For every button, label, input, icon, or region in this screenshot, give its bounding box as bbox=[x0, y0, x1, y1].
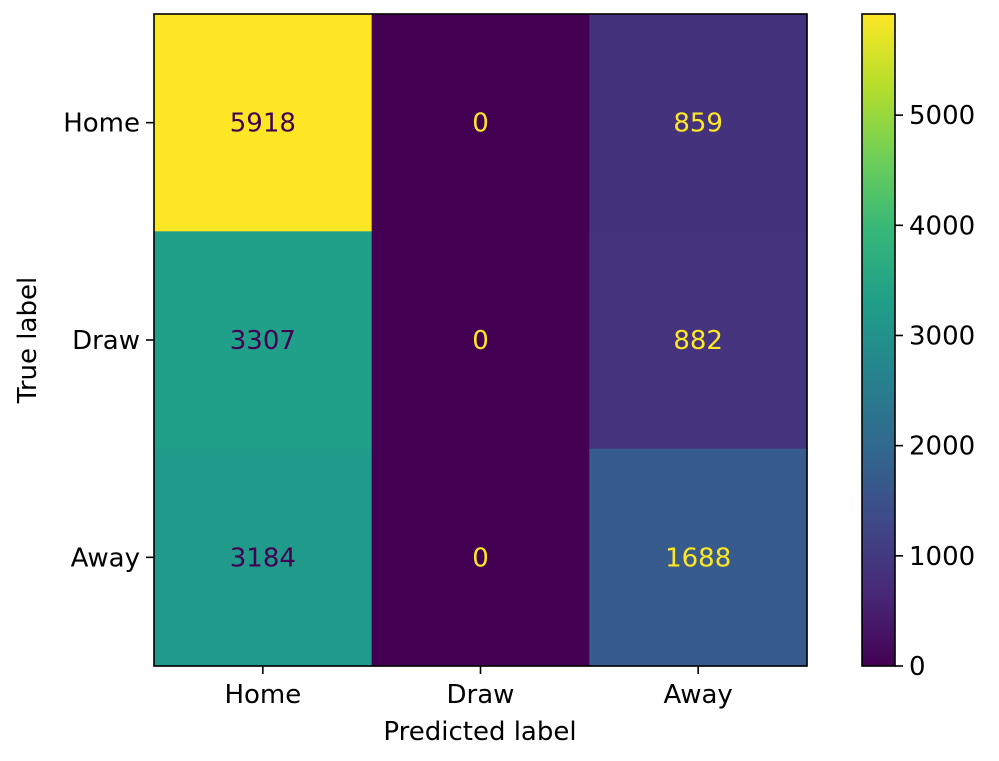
heatmap-cell bbox=[371, 448, 590, 667]
colorbar-tick-label: 2000 bbox=[909, 432, 975, 462]
colorbar-tick-label: 5000 bbox=[909, 101, 975, 131]
colorbar-ticks: 0 1000 2000 3000 4000 5000 bbox=[895, 101, 975, 682]
cell-value-label: 3184 bbox=[230, 543, 296, 573]
colorbar-tick-label: 0 bbox=[909, 652, 926, 682]
heatmap-cell bbox=[371, 231, 590, 450]
cell-value-label: 0 bbox=[472, 543, 489, 573]
heatmap-cell bbox=[154, 14, 373, 232]
cell-value-label: 882 bbox=[673, 326, 723, 356]
x-axis-label: Predicted label bbox=[383, 717, 576, 747]
heatmap-cell bbox=[154, 448, 373, 667]
heatmap-cell bbox=[589, 231, 808, 450]
colorbar bbox=[861, 13, 896, 667]
cell-value-label: 0 bbox=[472, 109, 489, 139]
cell-value-label: 3307 bbox=[230, 326, 296, 356]
heatmap-cell bbox=[154, 231, 373, 450]
cell-value-label: 0 bbox=[472, 326, 489, 356]
heatmap-cell bbox=[371, 14, 590, 232]
y-axis-label: True label bbox=[13, 277, 43, 404]
y-axis-ticks: Home Draw Away bbox=[63, 109, 154, 573]
cell-value-label: 859 bbox=[673, 109, 723, 139]
heatmap-cells: 5918 0 859 3307 0 882 3184 0 1688 bbox=[154, 14, 808, 667]
colorbar-frame bbox=[861, 13, 896, 667]
y-tick-label: Home bbox=[63, 109, 140, 139]
x-tick-label: Home bbox=[224, 680, 301, 710]
colorbar-gradient bbox=[862, 14, 895, 666]
cell-value-label: 5918 bbox=[230, 109, 296, 139]
y-tick-label: Draw bbox=[72, 326, 140, 356]
colorbar-tick-label: 4000 bbox=[909, 211, 975, 241]
colorbar-tick-label: 1000 bbox=[909, 542, 975, 572]
cell-value-label: 1688 bbox=[665, 543, 731, 573]
y-tick-label: Away bbox=[71, 543, 140, 573]
heatmap-cell bbox=[589, 14, 808, 232]
x-axis-ticks: Home Draw Away bbox=[224, 666, 733, 710]
x-tick-label: Away bbox=[664, 680, 733, 710]
colorbar-tick-label: 3000 bbox=[909, 321, 975, 351]
heatmap-cell bbox=[589, 448, 808, 667]
x-tick-label: Draw bbox=[447, 680, 515, 710]
